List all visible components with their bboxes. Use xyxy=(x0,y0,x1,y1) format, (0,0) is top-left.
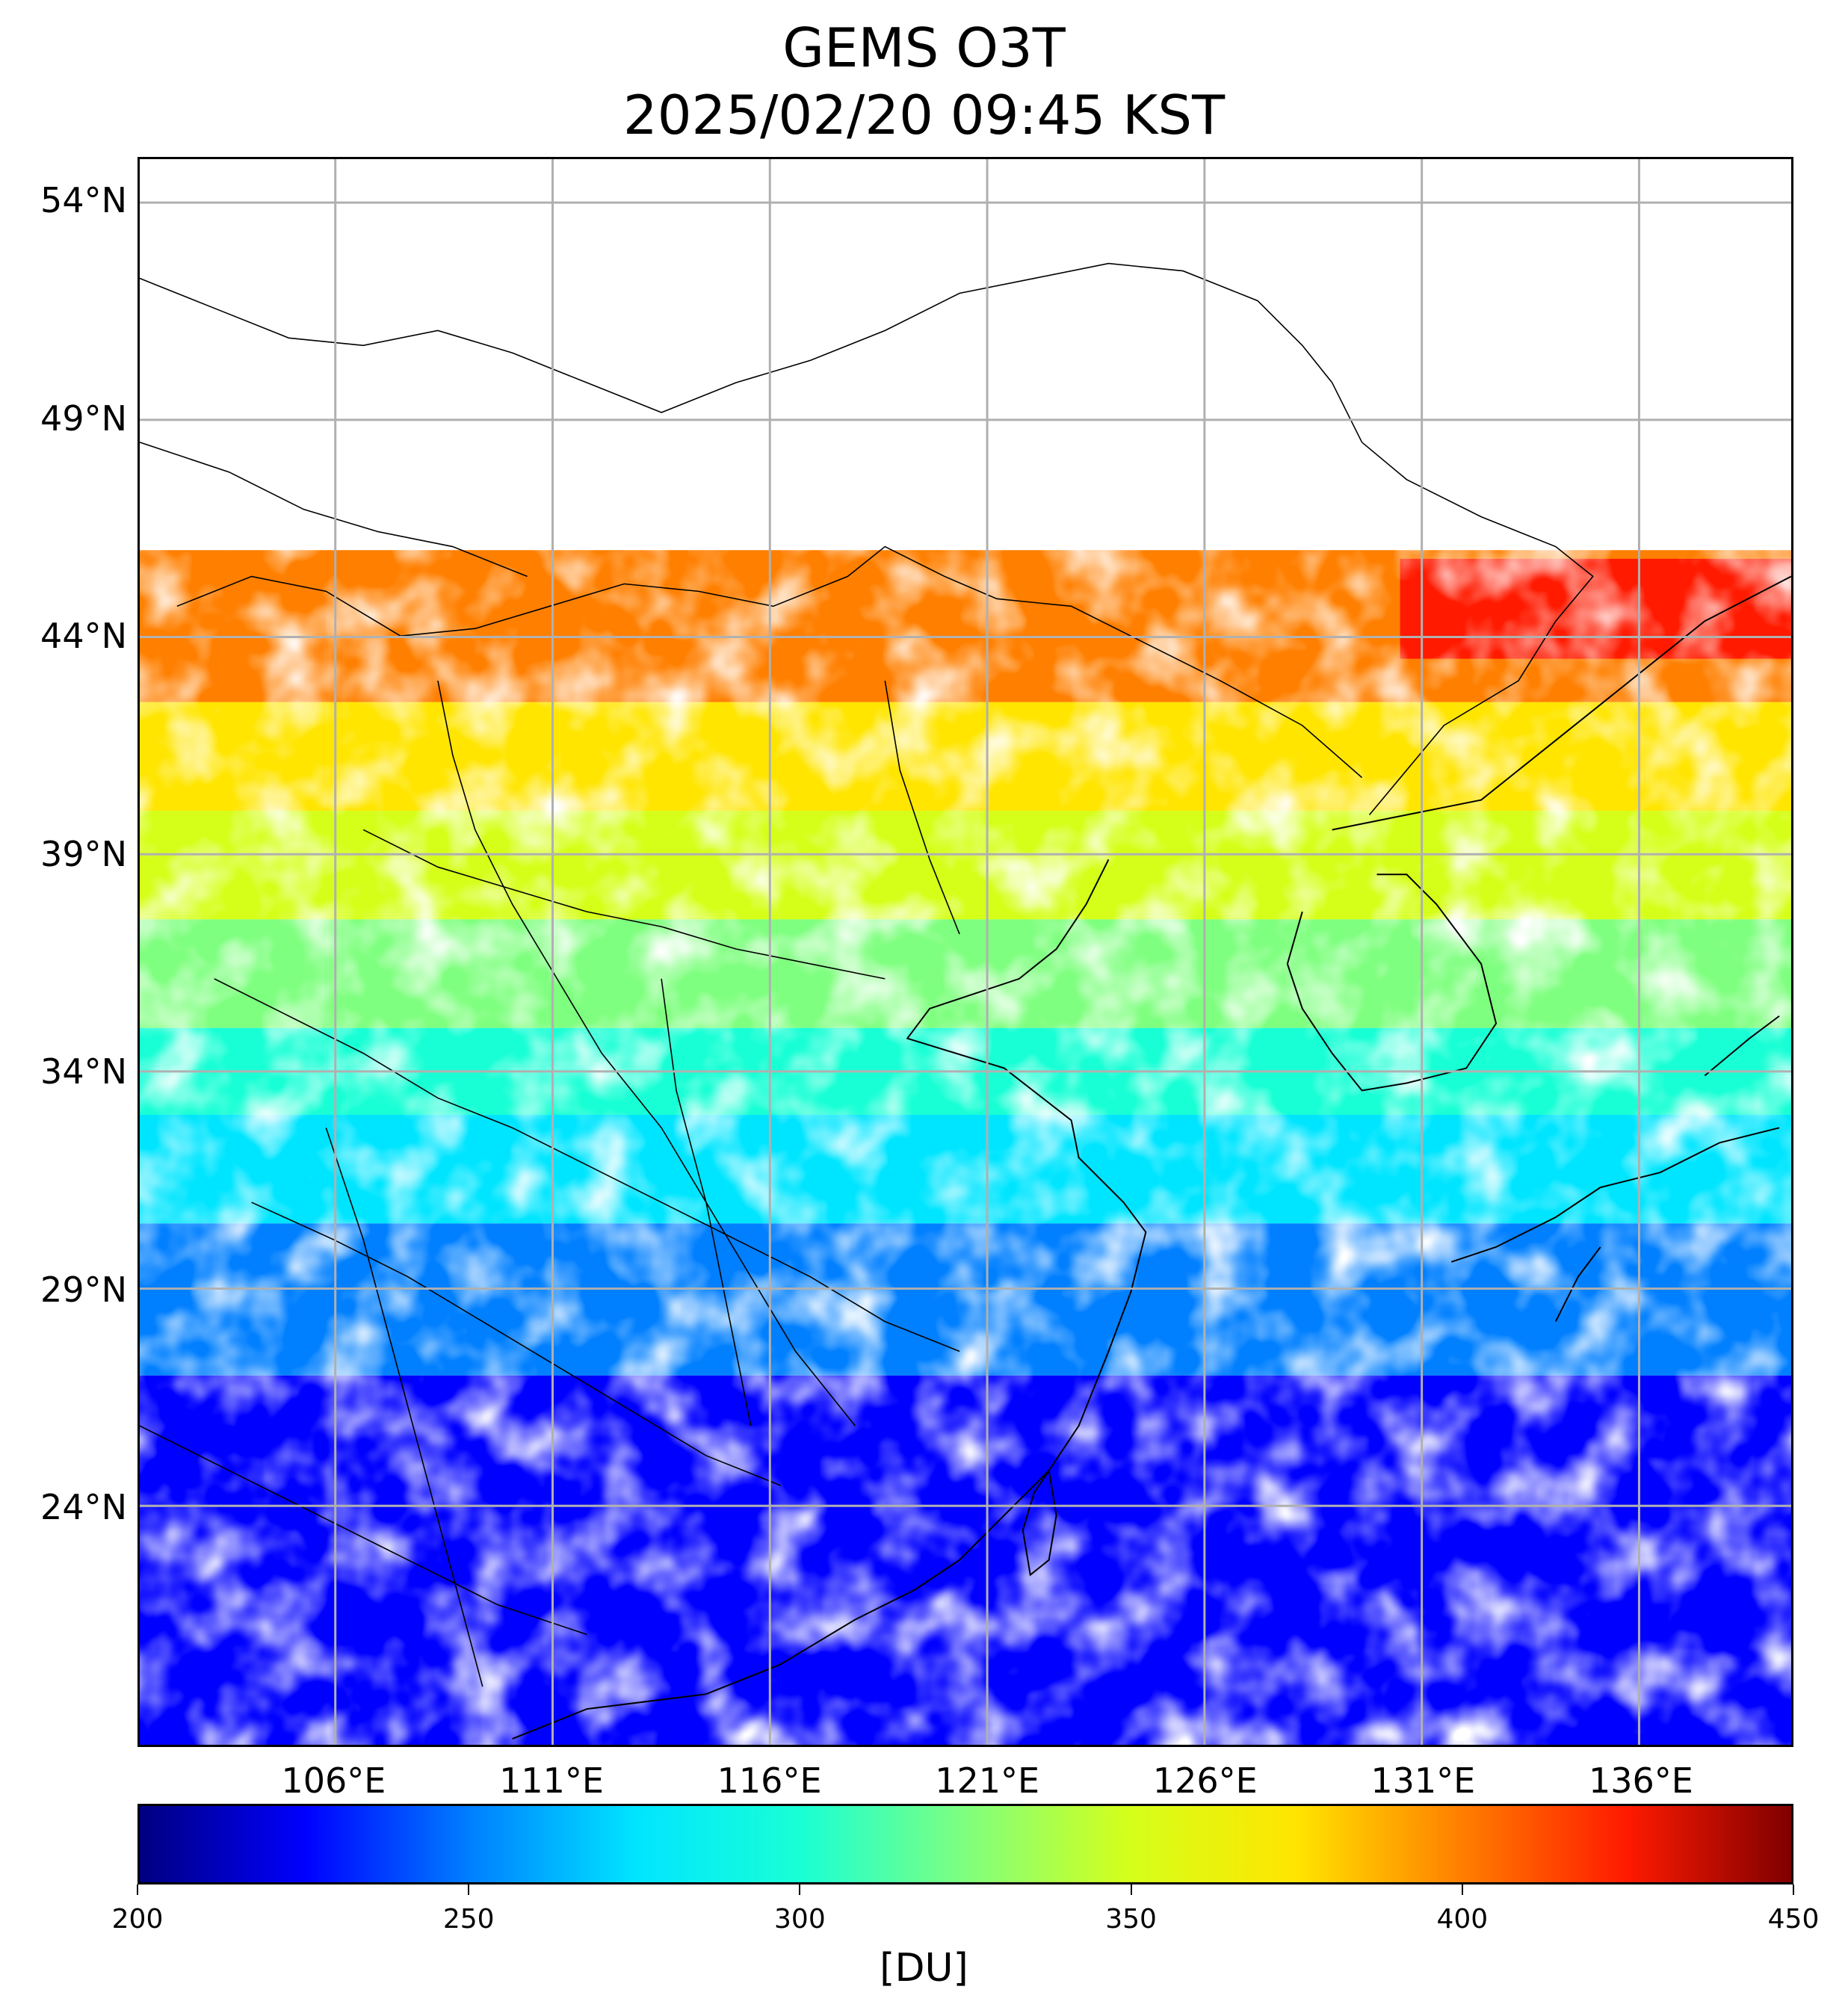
lon-label: 136°E xyxy=(1588,1760,1693,1801)
lon-label: 106°E xyxy=(281,1760,386,1801)
map-title: GEMS O3T xyxy=(782,16,1066,79)
colorbar-tick-label: 400 xyxy=(1436,1904,1489,1935)
colorbar-tick-label: 350 xyxy=(1105,1904,1157,1935)
korea-coast xyxy=(1286,874,1498,1092)
lon-label: 121°E xyxy=(935,1760,1040,1801)
taiwan-coast xyxy=(1022,1468,1057,1577)
graticule xyxy=(140,159,1791,1745)
lat-label: 34°N xyxy=(40,1051,127,1092)
colorbar-tick-label: 250 xyxy=(442,1904,495,1935)
map-timestamp: 2025/02/20 09:45 KST xyxy=(622,84,1226,146)
lon-label: 116°E xyxy=(717,1760,822,1801)
lat-label: 54°N xyxy=(40,180,127,221)
lat-label: 24°N xyxy=(40,1487,127,1528)
lat-label: 44°N xyxy=(40,616,127,657)
colorbar-tick-label: 300 xyxy=(774,1904,826,1935)
colorbar-tickmark xyxy=(1130,1884,1132,1895)
china-coast xyxy=(512,859,1147,1740)
lon-label: 126°E xyxy=(1152,1760,1258,1801)
lon-label: 111°E xyxy=(499,1760,604,1801)
colorbar-tickmark xyxy=(1461,1884,1463,1895)
ozone-map xyxy=(137,157,1793,1747)
cloud-mask xyxy=(140,159,1791,1745)
lat-label: 39°N xyxy=(40,833,127,874)
borders xyxy=(140,262,1594,1687)
colorbar-tickmark xyxy=(468,1884,470,1895)
japan-coast xyxy=(1450,1015,1780,1323)
colorbar-tick-label: 450 xyxy=(1767,1904,1820,1935)
ozone-field xyxy=(140,159,1791,1745)
colorbar-unit: [DU] xyxy=(880,1946,968,1991)
coastlines xyxy=(512,575,1791,1740)
lat-label: 29°N xyxy=(40,1269,127,1310)
colorbar-tickmark xyxy=(1793,1884,1794,1895)
colorbar-tickmark xyxy=(799,1884,801,1895)
colorbar xyxy=(137,1804,1793,1884)
colorbar-tickmark xyxy=(137,1884,138,1895)
lon-label: 131°E xyxy=(1370,1760,1476,1801)
lat-label: 49°N xyxy=(40,398,127,439)
russia-coast xyxy=(1332,575,1791,831)
colorbar-tick-label: 200 xyxy=(111,1904,164,1935)
